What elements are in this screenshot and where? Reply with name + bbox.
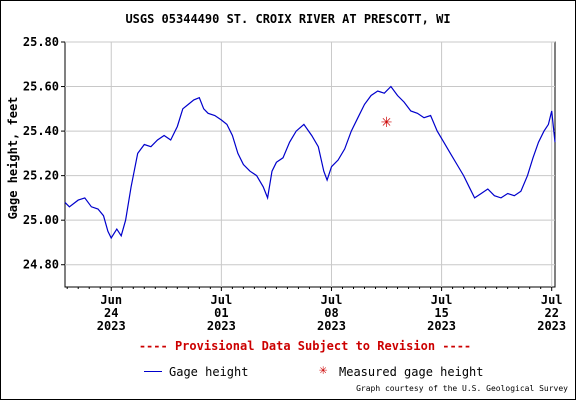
x-tick-label: Jul [541, 293, 563, 307]
x-tick-label: Jun [100, 293, 122, 307]
x-tick-label: 2023 [537, 319, 566, 333]
y-tick-label: 25.00 [23, 213, 59, 227]
x-tick-label: 2023 [427, 319, 456, 333]
x-tick-label: 22 [544, 306, 558, 320]
plot-border [64, 41, 556, 288]
x-tick-label: Jul [211, 293, 233, 307]
x-tick-label: 01 [214, 306, 228, 320]
x-tick-label: 15 [434, 306, 448, 320]
legend-line-icon [144, 371, 162, 372]
provisional-notice: ---- Provisional Data Subject to Revisio… [138, 339, 472, 353]
x-tick-label: 24 [104, 306, 118, 320]
x-tick-label: Jul [431, 293, 453, 307]
x-tick-label: 2023 [97, 319, 126, 333]
y-tick-label: 24.80 [23, 258, 59, 272]
measured-gage-height-point: ✳ [381, 115, 393, 131]
credit-text: Graph courtesy of the U.S. Geological Su… [356, 384, 568, 393]
x-tick-label: Jul [321, 293, 343, 307]
y-tick-label: 25.20 [23, 169, 59, 183]
x-tick-label: 2023 [207, 319, 236, 333]
x-tick-label: 08 [324, 306, 338, 320]
legend-label-measured: Measured gage height [339, 365, 484, 379]
y-tick-label: 25.60 [23, 80, 59, 94]
y-tick-label: 25.80 [23, 35, 59, 49]
chart-title: USGS 05344490 ST. CROIX RIVER AT PRESCOT… [125, 12, 451, 26]
x-tick-label: 2023 [317, 319, 346, 333]
legend-label-gage-height: Gage height [169, 365, 249, 379]
series-line-gage-height [64, 85, 556, 240]
y-tick-label: 25.40 [23, 124, 59, 138]
asterisk-icon: ✳ [319, 362, 328, 378]
